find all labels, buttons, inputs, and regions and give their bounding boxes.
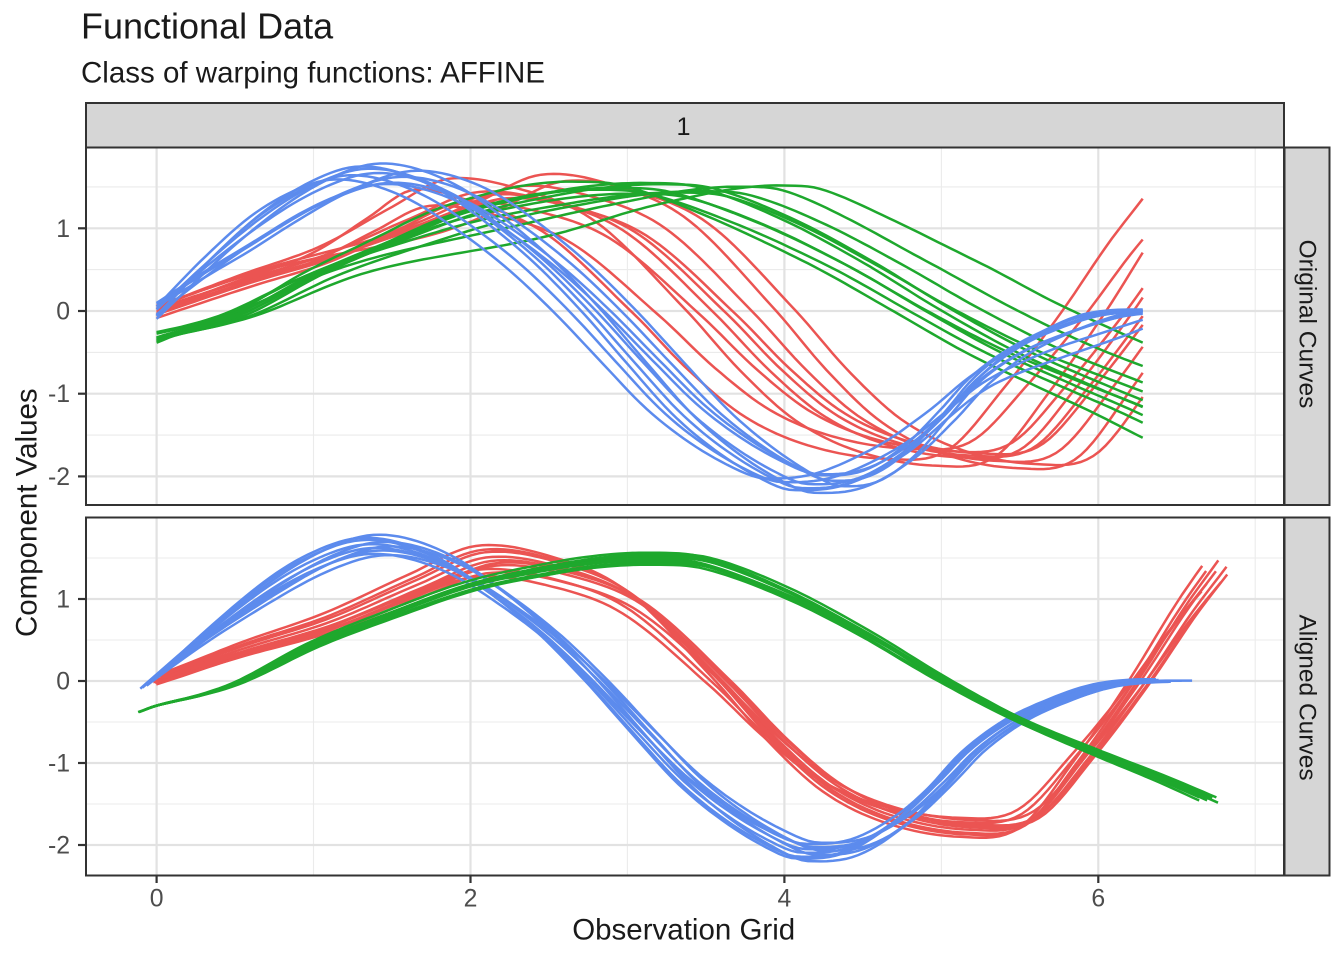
- svg-text:1: 1: [676, 113, 690, 141]
- svg-text:Component Values: Component Values: [11, 388, 44, 637]
- svg-text:Observation Grid: Observation Grid: [572, 914, 795, 947]
- svg-text:-2: -2: [48, 464, 70, 491]
- svg-text:0: 0: [150, 886, 164, 913]
- svg-text:0: 0: [56, 669, 70, 696]
- svg-text:0: 0: [56, 299, 70, 326]
- svg-text:Aligned Curves: Aligned Curves: [1294, 614, 1321, 780]
- svg-text:2: 2: [464, 886, 478, 913]
- svg-text:1: 1: [56, 587, 70, 614]
- svg-text:Functional Data: Functional Data: [81, 6, 334, 47]
- svg-text:-1: -1: [48, 751, 70, 778]
- svg-text:1: 1: [56, 216, 70, 243]
- svg-text:-1: -1: [48, 381, 70, 408]
- svg-text:-2: -2: [48, 833, 70, 860]
- svg-text:4: 4: [778, 886, 792, 913]
- svg-text:Original Curves: Original Curves: [1294, 240, 1321, 409]
- svg-text:Class of warping functions: AF: Class of warping functions: AFFINE: [81, 56, 545, 89]
- svg-text:6: 6: [1091, 886, 1105, 913]
